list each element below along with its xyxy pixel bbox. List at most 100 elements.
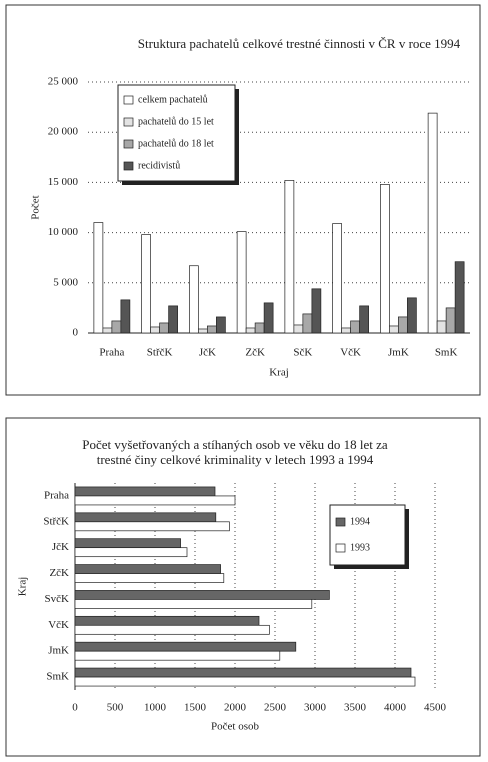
bar (120, 299, 131, 334)
legend-label: celkem pachatelů (138, 94, 208, 105)
bar (245, 327, 256, 334)
x-tick-label: JčK (199, 347, 216, 359)
bar (311, 288, 322, 334)
y-tick-label: ZčK (49, 567, 69, 579)
legend-swatch (335, 517, 346, 527)
bar (284, 180, 295, 334)
bar (189, 265, 199, 334)
y-axis-label: Počet (30, 195, 42, 219)
bar (198, 328, 208, 334)
legend-swatch (335, 543, 346, 553)
bar (159, 322, 169, 334)
bar (74, 615, 260, 626)
bar (74, 624, 270, 635)
chart-title: Struktura pachatelů celkové trestné činn… (138, 36, 461, 51)
bar (141, 234, 151, 334)
bar (74, 599, 313, 609)
legend-label: pachatelů do 15 let (138, 116, 214, 127)
bar (236, 231, 247, 334)
x-axis-label: Počet osob (211, 721, 259, 733)
bar (254, 322, 265, 334)
x-tick-label: 2500 (264, 702, 287, 714)
chart-frame (5, 417, 481, 757)
legend-label: recidivistů (138, 160, 180, 171)
bar (74, 573, 225, 583)
x-tick-label: ZčK (245, 347, 265, 359)
x-tick-label: VčK (340, 347, 361, 359)
y-tick-label: JmK (48, 645, 69, 657)
y-tick-label: StřčK (43, 515, 69, 527)
bar (407, 297, 417, 334)
x-tick-label: 3000 (304, 702, 327, 714)
x-tick-label: 2000 (224, 702, 247, 714)
x-tick-label: JmK (388, 347, 409, 359)
y-tick-label: VčK (48, 619, 69, 631)
bar (341, 327, 351, 334)
chart-frame (5, 4, 481, 396)
bar (168, 305, 178, 334)
y-tick-label: 0 (73, 327, 79, 339)
bar (389, 325, 399, 334)
bar (350, 320, 360, 334)
legend-box (117, 84, 236, 182)
y-tick-label: 25 000 (48, 76, 79, 88)
bar (111, 320, 122, 334)
bar (359, 305, 369, 334)
y-tick-label: 10 000 (48, 226, 79, 238)
bar (293, 324, 304, 334)
bar (427, 112, 438, 334)
bar (93, 222, 104, 334)
bar (150, 326, 160, 334)
legend-label: pachatelů do 18 let (138, 138, 214, 149)
x-tick-label: Praha (99, 347, 124, 359)
x-tick-label: 1000 (144, 702, 167, 714)
bar (398, 316, 408, 334)
legend-swatch (123, 117, 134, 127)
bar (454, 261, 465, 334)
legend-swatch (123, 95, 134, 105)
x-tick-label: SčK (293, 347, 312, 359)
x-tick-label: 0 (72, 702, 78, 714)
bar (216, 316, 226, 334)
legend-swatch (123, 161, 134, 171)
bar (302, 313, 313, 334)
y-tick-label: 5 000 (53, 276, 78, 288)
y-tick-label: JčK (52, 541, 69, 553)
legend-swatch (123, 139, 134, 149)
y-tick-label: 20 000 (48, 126, 79, 138)
y-tick-label: 15 000 (48, 176, 79, 188)
bar (74, 486, 216, 497)
bar (74, 564, 221, 574)
y-tick-label: SvčK (45, 593, 70, 605)
y-tick-label: SmK (46, 671, 69, 683)
chart-title: Počet vyšetřovaných a stíhaných osob ve … (82, 437, 388, 452)
bar (74, 495, 236, 506)
bar (207, 325, 217, 334)
bar (74, 547, 188, 558)
bar (380, 184, 390, 334)
bar (332, 223, 342, 334)
bar (74, 650, 281, 661)
bar (74, 512, 217, 523)
legend-label: 1993 (350, 542, 370, 553)
x-tick-label: 3500 (344, 702, 367, 714)
x-tick-label: SmK (435, 347, 458, 359)
bar (445, 307, 456, 334)
x-tick-label: 500 (107, 702, 124, 714)
y-tick-label: Praha (44, 489, 69, 501)
bar (74, 521, 230, 532)
x-tick-label: 1500 (184, 702, 207, 714)
bar (74, 676, 416, 687)
legend-label: 1994 (350, 516, 370, 527)
x-tick-label: 4000 (384, 702, 407, 714)
x-tick-label: StřčK (147, 347, 173, 359)
bar (74, 641, 297, 652)
x-tick-label: 4500 (424, 702, 447, 714)
bar (102, 327, 113, 334)
x-axis-label: Kraj (269, 367, 289, 379)
bar (74, 590, 330, 600)
bar (74, 667, 412, 678)
bar (74, 538, 181, 549)
